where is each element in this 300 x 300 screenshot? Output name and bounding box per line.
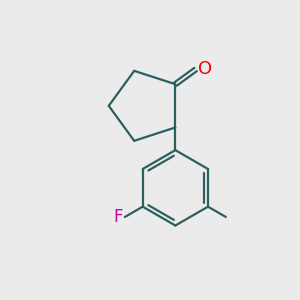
Text: O: O (198, 61, 212, 79)
Text: F: F (113, 208, 122, 226)
